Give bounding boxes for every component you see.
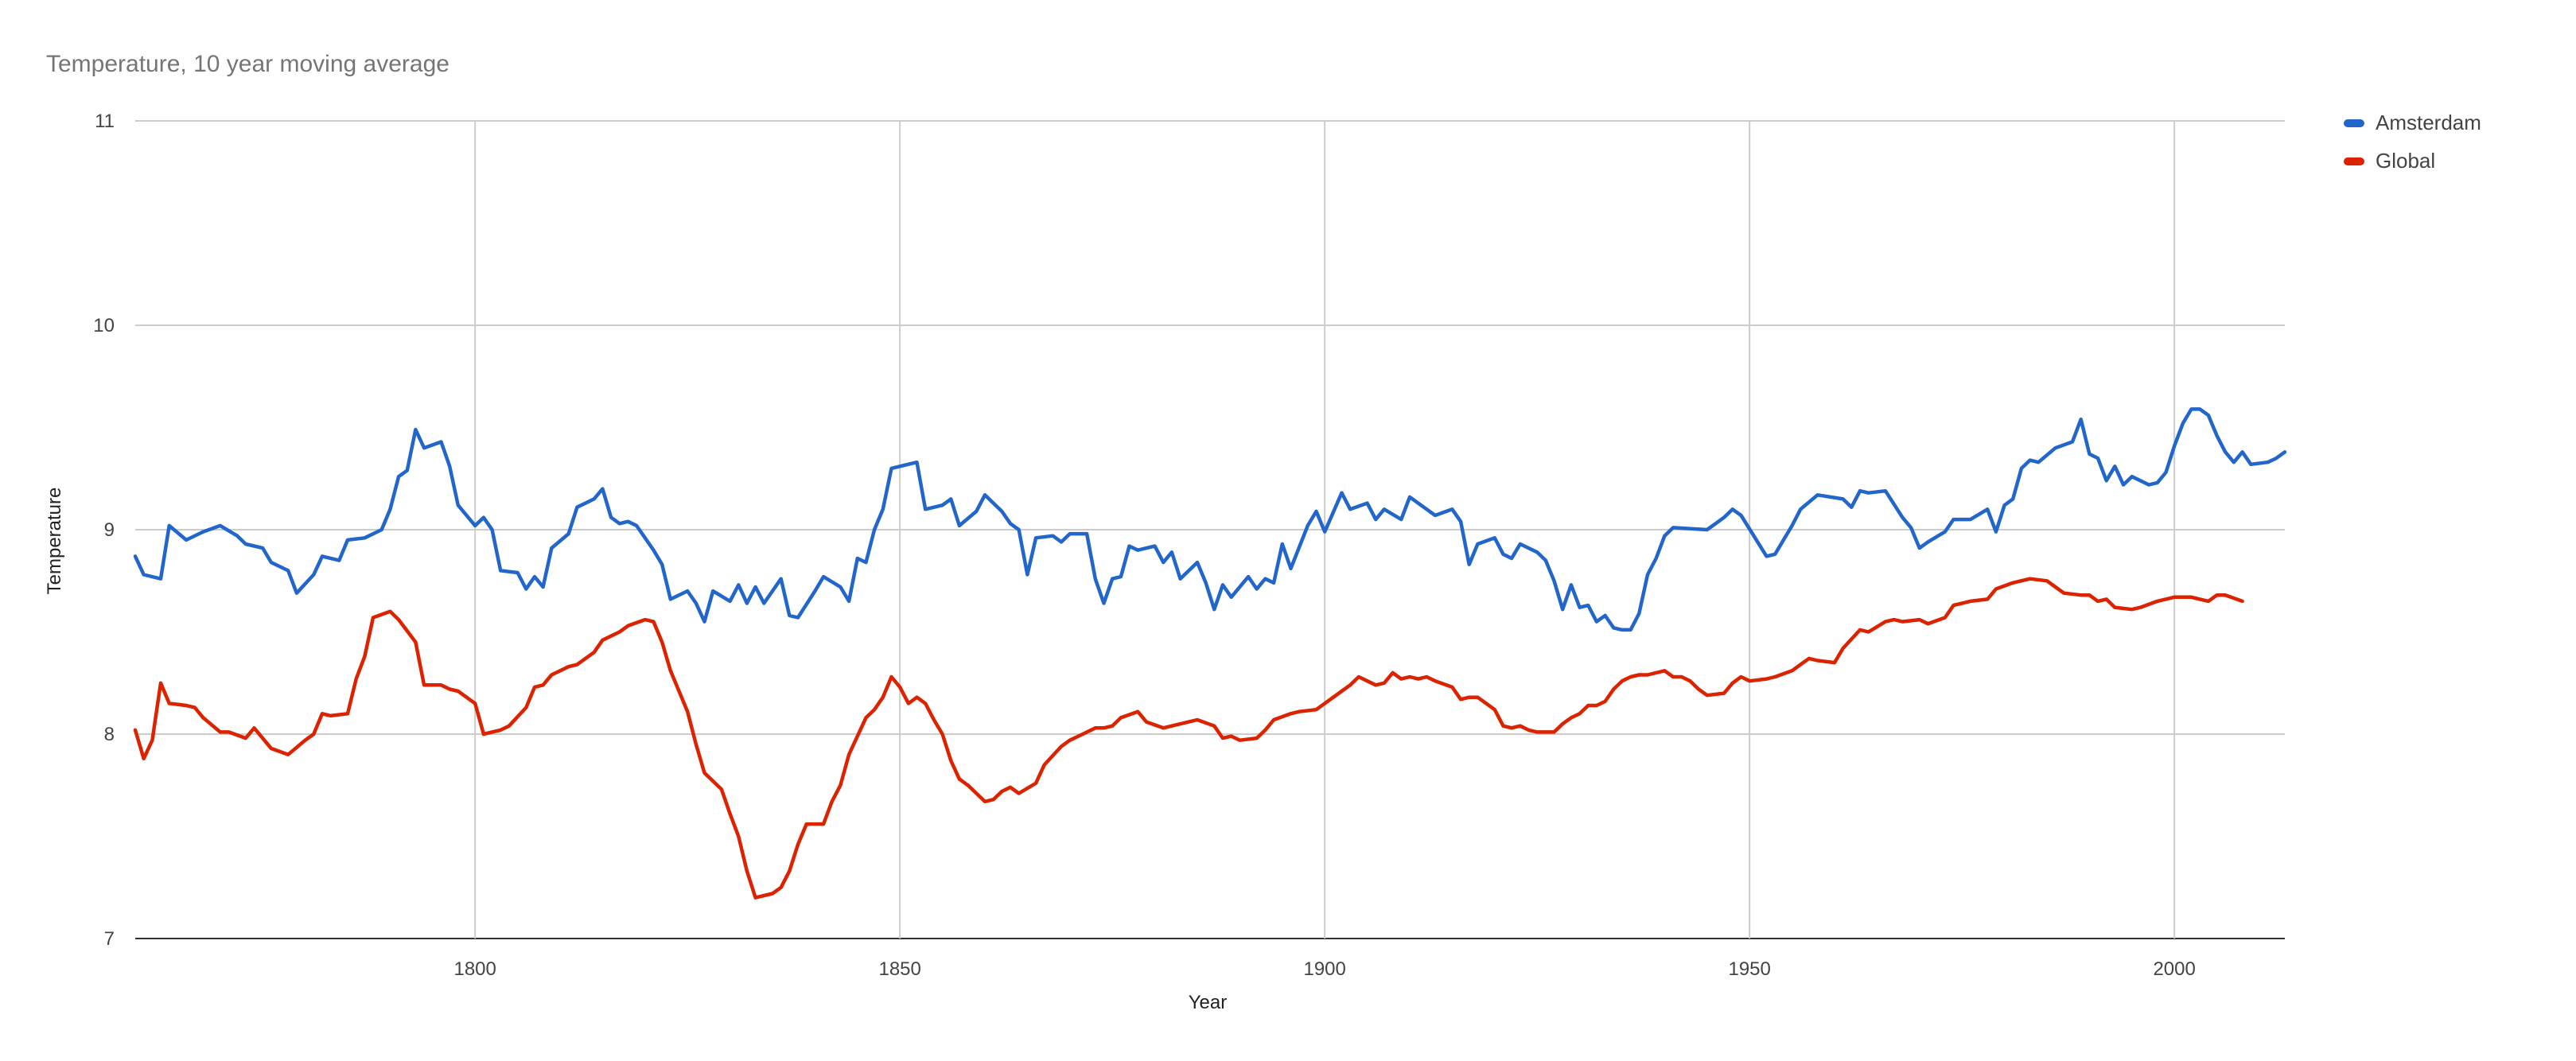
series-lines [133, 407, 2287, 900]
series-line-amsterdam [133, 407, 2287, 632]
x-tick-label-1800: 1800 [453, 958, 496, 980]
x-axis-label: Year [1189, 992, 1228, 1013]
legend-label-amsterdam: Amsterdam [2376, 111, 2481, 134]
y-tick-label-7: 7 [104, 928, 115, 950]
x-axis-ticks: 1800 1850 1900 1950 2000 [453, 958, 2195, 980]
legend-swatch-amsterdam [2344, 119, 2364, 127]
legend-item-amsterdam[interactable]: Amsterdam [2344, 111, 2481, 134]
y-tick-label-11: 11 [95, 111, 115, 132]
x-tick-label-1900: 1900 [1303, 958, 1345, 980]
y-axis-label: Temperature [44, 488, 65, 595]
legend: Amsterdam Global [2344, 111, 2481, 173]
y-tick-label-9: 9 [104, 519, 115, 541]
grid [135, 120, 2285, 939]
y-tick-label-10: 10 [93, 315, 115, 336]
legend-swatch-global [2344, 157, 2364, 165]
series-line-global [133, 577, 2244, 900]
y-axis-ticks: 7 8 9 10 11 [93, 111, 115, 950]
y-tick-label-8: 8 [104, 724, 115, 745]
x-tick-label-1850: 1850 [878, 958, 920, 980]
legend-label-global: Global [2376, 149, 2435, 173]
x-tick-label-2000: 2000 [2153, 958, 2195, 980]
chart-title: Temperature, 10 year moving average [46, 51, 449, 77]
legend-item-global[interactable]: Global [2344, 149, 2435, 173]
x-tick-label-1950: 1950 [1728, 958, 1770, 980]
